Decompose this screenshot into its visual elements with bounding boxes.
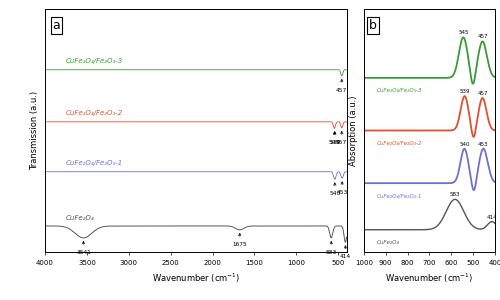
Text: CuFe₂O₄/Fe₂O₃-3: CuFe₂O₄/Fe₂O₃-3 bbox=[66, 58, 123, 64]
Text: 540: 540 bbox=[329, 183, 340, 196]
Text: CuFe₂O₄/Fe₂O₃-1: CuFe₂O₄/Fe₂O₃-1 bbox=[66, 160, 123, 166]
Y-axis label: Transmission (a.u.): Transmission (a.u.) bbox=[30, 91, 40, 170]
Text: 457: 457 bbox=[478, 34, 488, 39]
Text: 414: 414 bbox=[340, 246, 351, 259]
Text: 453: 453 bbox=[336, 182, 348, 195]
Text: 539: 539 bbox=[330, 132, 340, 145]
Text: 583: 583 bbox=[450, 192, 460, 197]
Text: 414: 414 bbox=[486, 214, 497, 220]
X-axis label: Wavenumber (cm$^{-1}$): Wavenumber (cm$^{-1}$) bbox=[152, 271, 240, 285]
Text: 545: 545 bbox=[329, 132, 340, 145]
Text: 583: 583 bbox=[326, 242, 337, 255]
Text: 3541: 3541 bbox=[76, 242, 91, 255]
Text: CuFe₂O₄: CuFe₂O₄ bbox=[377, 240, 400, 245]
Text: CuFe₂O₄/Fe₂O₃-1: CuFe₂O₄/Fe₂O₃-1 bbox=[377, 193, 422, 198]
Text: 539: 539 bbox=[460, 89, 470, 94]
Text: CuFe₂O₄/Fe₂O₃-3: CuFe₂O₄/Fe₂O₃-3 bbox=[377, 88, 422, 93]
Y-axis label: Absorption (a.u.): Absorption (a.u.) bbox=[350, 95, 358, 166]
Text: 457: 457 bbox=[478, 91, 488, 96]
Text: CuFe₂O₄/Fe₂O₃-2: CuFe₂O₄/Fe₂O₃-2 bbox=[377, 141, 422, 146]
Text: 457: 457 bbox=[336, 80, 347, 93]
X-axis label: Wavenumber (cm$^{-1}$): Wavenumber (cm$^{-1}$) bbox=[385, 271, 474, 285]
Text: CuFe₂O₄: CuFe₂O₄ bbox=[66, 214, 94, 220]
Text: 545: 545 bbox=[458, 30, 468, 35]
Text: 540: 540 bbox=[459, 142, 469, 147]
Text: CuFe₂O₄/Fe₂O₃-2: CuFe₂O₄/Fe₂O₃-2 bbox=[66, 110, 123, 116]
Text: 1675: 1675 bbox=[232, 233, 247, 247]
Text: 453: 453 bbox=[478, 142, 488, 147]
Text: 457: 457 bbox=[336, 131, 347, 145]
Text: b: b bbox=[369, 19, 377, 32]
Text: a: a bbox=[52, 19, 60, 32]
